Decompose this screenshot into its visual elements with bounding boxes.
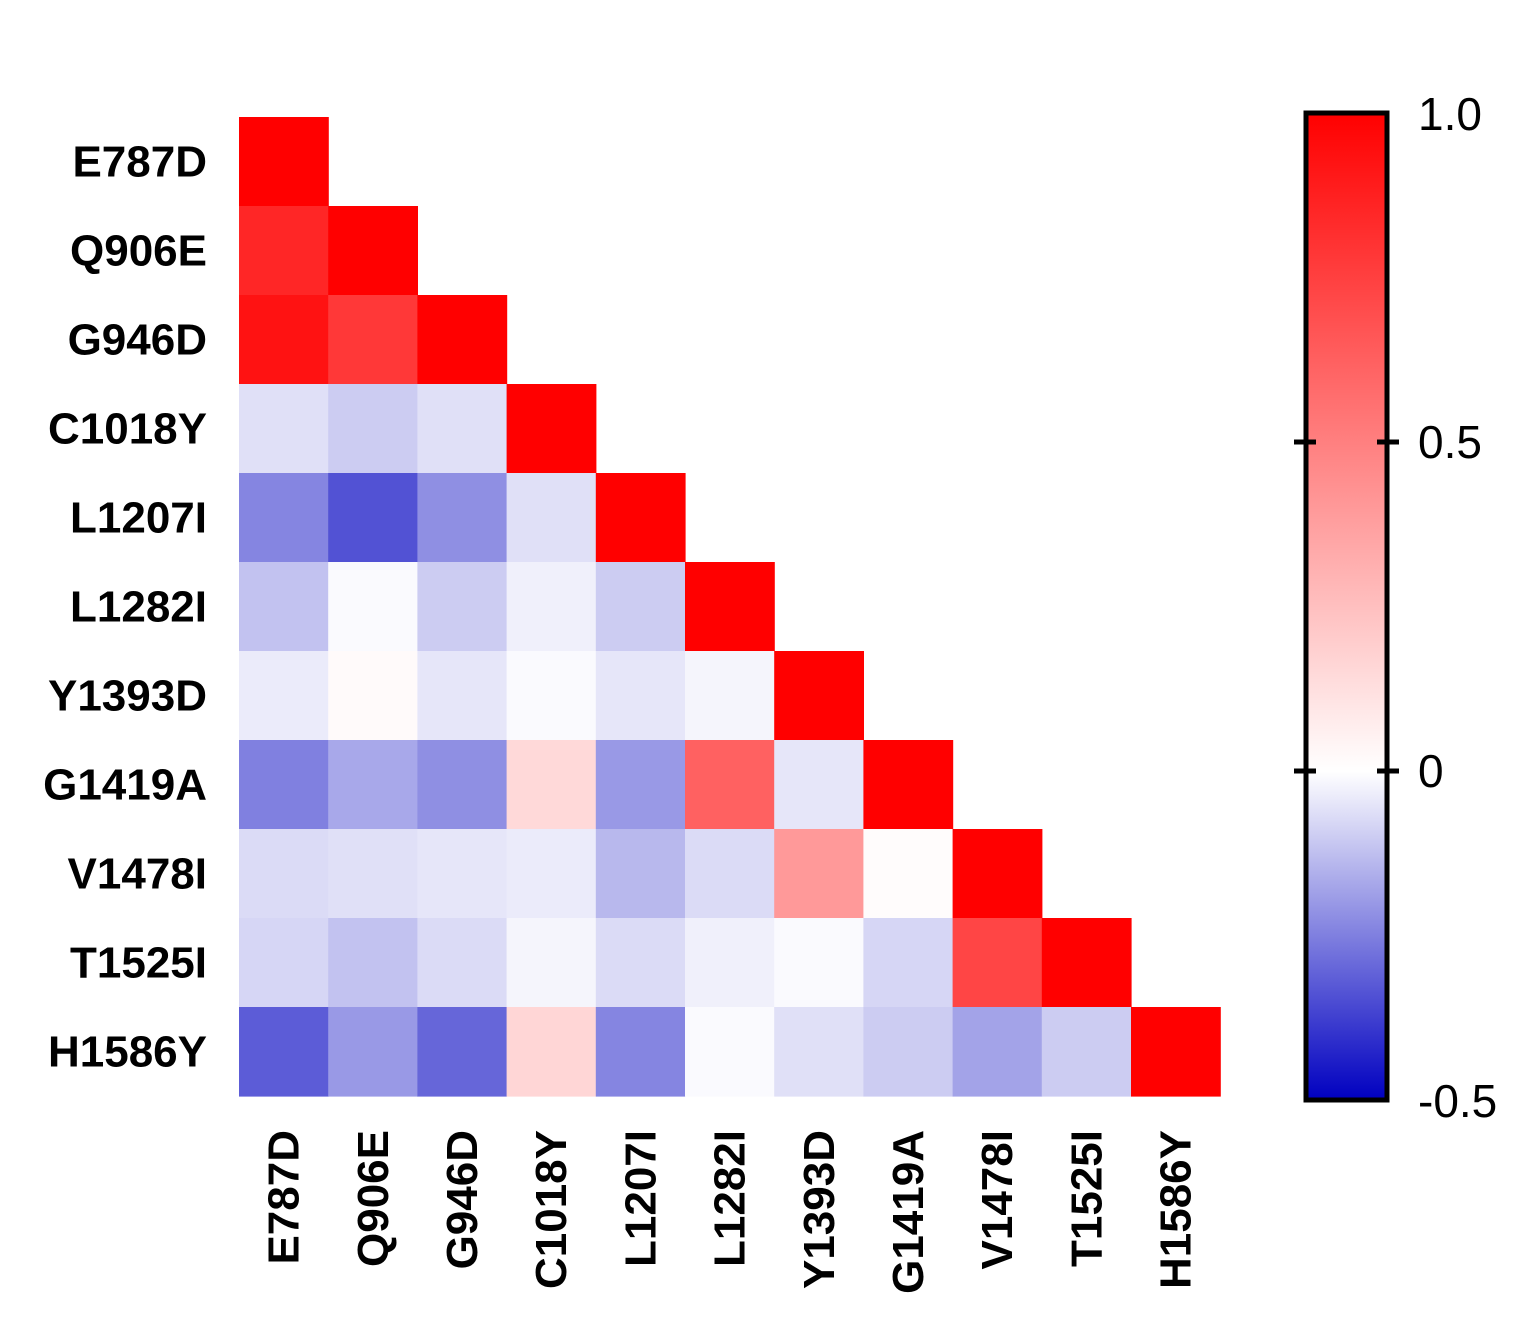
heatmap-cell-t1525i-t1525i xyxy=(1041,918,1132,1008)
column-label-v1478i: V1478I xyxy=(973,1130,1022,1269)
column-label-g946d: G946D xyxy=(438,1130,487,1269)
heatmap-cell-y1393d-c1018y xyxy=(506,651,597,741)
heatmap-cell-q906e-q906e xyxy=(328,206,418,296)
column-label-e787d: E787D xyxy=(260,1130,309,1265)
row-label-v1478i: V1478I xyxy=(68,850,207,899)
heatmap-cell-y1393d-q906e xyxy=(328,651,418,741)
row-label-l1207i: L1207I xyxy=(70,494,207,543)
heatmap-cell-l1282i-c1018y xyxy=(506,562,597,652)
heatmap-cell-t1525i-g1419a xyxy=(863,918,954,1008)
heatmap-cell-v1478i-l1207i xyxy=(595,829,686,919)
column-labels: E787D Q906E G946D C1018Y L1207I L1282I Y1393D G… xyxy=(260,1130,1201,1294)
heatmap-cells xyxy=(239,117,1221,1097)
heatmap-cell-y1393d-l1207i xyxy=(595,651,686,741)
row-label-c1018y: C1018Y xyxy=(48,405,207,454)
heatmap-cell-v1478i-c1018y xyxy=(506,829,597,919)
heatmap-cell-c1018y-e787d xyxy=(239,384,329,474)
column-label-l1207i: L1207I xyxy=(616,1130,665,1267)
heatmap-cell-t1525i-v1478i xyxy=(952,918,1043,1008)
heatmap-cell-l1282i-e787d xyxy=(239,562,329,652)
row-label-y1393d: Y1393D xyxy=(48,672,207,721)
colorbar-tick-label: -0.5 xyxy=(1418,1075,1497,1127)
heatmap-cell-g1419a-y1393d xyxy=(774,740,864,830)
heatmap-cell-g946d-g946d xyxy=(417,295,508,385)
heatmap-cell-l1282i-l1282i xyxy=(685,562,775,652)
row-label-t1525i: T1525I xyxy=(70,939,207,988)
heatmap-cell-t1525i-l1282i xyxy=(685,918,775,1008)
heatmap-cell-v1478i-y1393d xyxy=(774,829,864,919)
heatmap-cell-h1586y-g1419a xyxy=(863,1007,954,1097)
heatmap-cell-y1393d-y1393d xyxy=(774,651,864,741)
column-label-q906e: Q906E xyxy=(349,1130,398,1267)
heatmap-cell-h1586y-v1478i xyxy=(952,1007,1043,1097)
row-label-g1419a: G1419A xyxy=(43,761,207,810)
column-label-y1393d: Y1393D xyxy=(795,1130,844,1289)
heatmap-cell-h1586y-q906e xyxy=(328,1007,418,1097)
colorbar: 1.0 0.5 0 -0.5 xyxy=(1294,88,1497,1127)
colorbar-tick-label: 0 xyxy=(1418,745,1444,797)
colorbar-tick-label: 0.5 xyxy=(1418,416,1482,468)
heatmap-cell-c1018y-c1018y xyxy=(506,384,597,474)
heatmap-cell-l1282i-l1207i xyxy=(595,562,686,652)
heatmap-cell-v1478i-e787d xyxy=(239,829,329,919)
heatmap-cell-g1419a-c1018y xyxy=(506,740,597,830)
row-label-q906e: Q906E xyxy=(70,227,207,276)
heatmap-cell-h1586y-h1586y xyxy=(1131,1007,1221,1097)
row-labels: E787D Q906E G946D C1018Y L1207I L1282I Y1393D G… xyxy=(43,138,207,1077)
row-label-g946d: G946D xyxy=(68,316,207,365)
heatmap-cell-l1207i-e787d xyxy=(239,473,329,563)
column-label-h1586y: H1586Y xyxy=(1152,1130,1201,1289)
heatmap-cell-c1018y-q906e xyxy=(328,384,418,474)
heatmap-cell-t1525i-q906e xyxy=(328,918,418,1008)
heatmap-cell-h1586y-c1018y xyxy=(506,1007,597,1097)
colorbar-tick-label: 1.0 xyxy=(1418,88,1482,140)
heatmap-cell-g946d-q906e xyxy=(328,295,418,385)
heatmap-cell-y1393d-g946d xyxy=(417,651,508,741)
heatmap-cell-h1586y-e787d xyxy=(239,1007,329,1097)
column-label-l1282i: L1282I xyxy=(706,1130,755,1267)
heatmap-cell-h1586y-l1282i xyxy=(685,1007,775,1097)
heatmap-cell-h1586y-g946d xyxy=(417,1007,508,1097)
heatmap-cell-l1282i-q906e xyxy=(328,562,418,652)
heatmap-cell-t1525i-y1393d xyxy=(774,918,864,1008)
heatmap-cell-l1207i-g946d xyxy=(417,473,508,563)
heatmap-cell-l1207i-c1018y xyxy=(506,473,597,563)
heatmap-cell-v1478i-q906e xyxy=(328,829,418,919)
heatmap-cell-c1018y-g946d xyxy=(417,384,508,474)
heatmap-cell-y1393d-l1282i xyxy=(685,651,775,741)
heatmap-cell-g1419a-e787d xyxy=(239,740,329,830)
heatmap-cell-q906e-e787d xyxy=(239,206,329,296)
heatmap-cell-t1525i-e787d xyxy=(239,918,329,1008)
heatmap-cell-h1586y-y1393d xyxy=(774,1007,864,1097)
heatmap-cell-v1478i-g946d xyxy=(417,829,508,919)
heatmap-cell-g946d-e787d xyxy=(239,295,329,385)
row-label-e787d: E787D xyxy=(72,138,207,187)
heatmap-cell-t1525i-l1207i xyxy=(595,918,686,1008)
heatmap-cell-t1525i-c1018y xyxy=(506,918,597,1008)
column-label-g1419a: G1419A xyxy=(884,1130,933,1294)
heatmap-cell-h1586y-t1525i xyxy=(1041,1007,1132,1097)
heatmap-cell-g1419a-l1207i xyxy=(595,740,686,830)
heatmap-cell-t1525i-g946d xyxy=(417,918,508,1008)
heatmap-cell-v1478i-l1282i xyxy=(685,829,775,919)
heatmap-cell-g1419a-l1282i xyxy=(685,740,775,830)
heatmap-cell-g1419a-g1419a xyxy=(863,740,954,830)
column-label-t1525i: T1525I xyxy=(1062,1130,1111,1267)
row-label-l1282i: L1282I xyxy=(70,583,207,632)
heatmap-cell-h1586y-l1207i xyxy=(595,1007,686,1097)
heatmap-cell-g1419a-g946d xyxy=(417,740,508,830)
heatmap-cell-v1478i-v1478i xyxy=(952,829,1043,919)
heatmap-cell-y1393d-e787d xyxy=(239,651,329,741)
column-label-c1018y: C1018Y xyxy=(527,1130,576,1289)
colorbar-gradient xyxy=(1303,110,1390,1103)
heatmap-cell-l1282i-g946d xyxy=(417,562,508,652)
row-label-h1586y: H1586Y xyxy=(48,1028,207,1077)
heatmap-cell-g1419a-q906e xyxy=(328,740,418,830)
heatmap-cell-l1207i-q906e xyxy=(328,473,418,563)
heatmap-cell-e787d-e787d xyxy=(239,117,329,207)
heatmap-cell-l1207i-l1207i xyxy=(595,473,686,563)
heatmap-cell-v1478i-g1419a xyxy=(863,829,954,919)
